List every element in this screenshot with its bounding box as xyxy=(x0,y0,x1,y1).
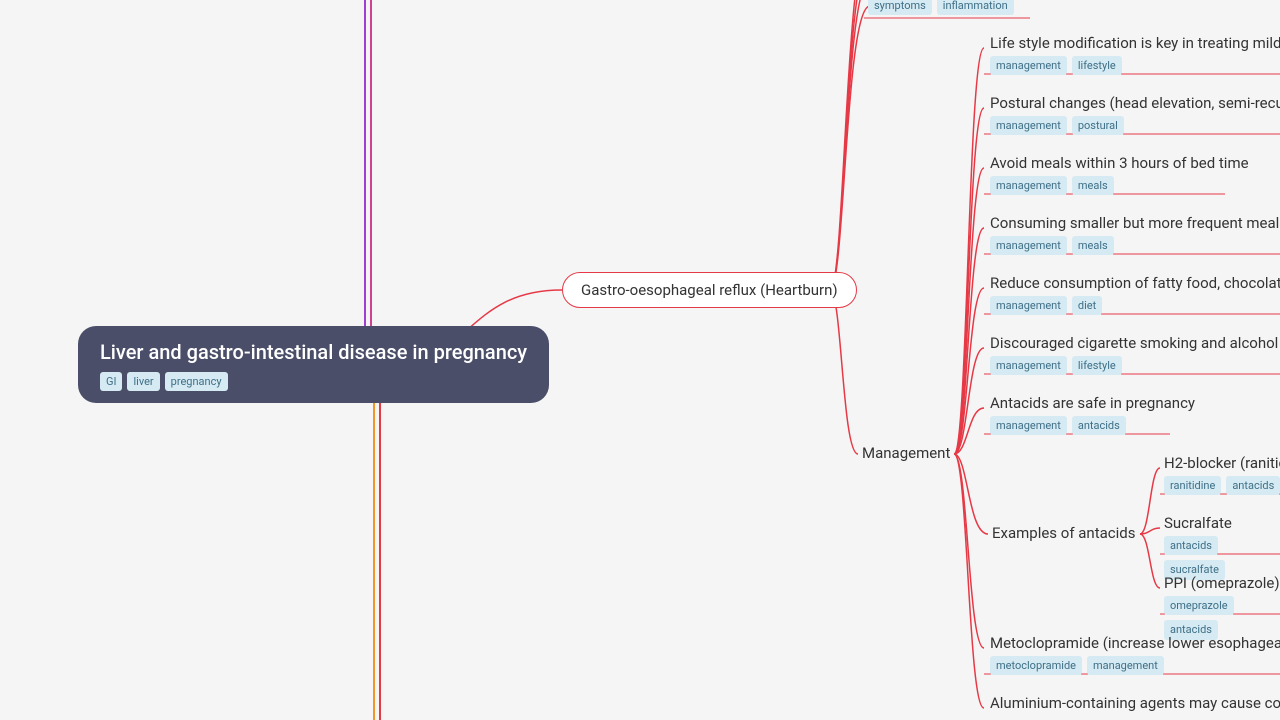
tag-management[interactable]: management xyxy=(990,416,1067,435)
leaf-lifestyle[interactable]: Life style modification is key in treati… xyxy=(990,34,1280,75)
leaf-text: Aluminium-containing agents may cause co… xyxy=(990,694,1280,712)
leaf-tags: management lifestyle xyxy=(990,56,1280,75)
tag-antacids[interactable]: antacids xyxy=(1226,476,1280,495)
tag-diet[interactable]: diet xyxy=(1072,296,1102,315)
tag-management[interactable]: management xyxy=(990,296,1067,315)
leaf-text: Antacids are safe in pregnancy xyxy=(990,394,1195,412)
leaf-text: Life style modification is key in treati… xyxy=(990,34,1280,52)
tag-pregnancy[interactable]: pregnancy xyxy=(165,372,228,391)
leaf-text: Sucralfate xyxy=(1164,514,1280,532)
tag-management[interactable]: management xyxy=(1087,656,1164,675)
tag-metoclopramide[interactable]: metoclopramide xyxy=(990,656,1082,675)
leaf-tags: management meals xyxy=(990,236,1280,255)
leaf-antacids-safe[interactable]: Antacids are safe in pregnancy management… xyxy=(990,394,1195,435)
leaf-ppi[interactable]: PPI (omeprazole)omeprazoleantacids xyxy=(1164,574,1280,640)
gerd-node[interactable]: Gastro-oesophageal reflux (Heartburn) xyxy=(562,272,857,308)
leaf-metoclopramide[interactable]: Metoclopramide (increase lower esophagea… xyxy=(990,634,1280,675)
tag-meals[interactable]: meals xyxy=(1072,176,1114,195)
leaf-tags: symptoms inflammation xyxy=(868,0,1014,15)
tag-postural[interactable]: postural xyxy=(1072,116,1124,135)
leaf-text: Consuming smaller but more frequent meal… xyxy=(990,214,1280,232)
tag-lifestyle[interactable]: lifestyle xyxy=(1072,356,1122,375)
leaf-avoid-meals[interactable]: Avoid meals within 3 hours of bed time ma… xyxy=(990,154,1249,195)
tag-management[interactable]: management xyxy=(990,176,1067,195)
root-node[interactable]: Liver and gastro-intestinal disease in p… xyxy=(78,326,549,403)
leaf-text: Discouraged cigarette smoking and alcoho… xyxy=(990,334,1280,352)
tag-omeprazole[interactable]: omeprazole xyxy=(1164,596,1234,615)
management-node[interactable]: Management xyxy=(862,444,950,462)
leaf-tags: metoclopramide management xyxy=(990,656,1280,675)
root-title: Liver and gastro-intestinal disease in p… xyxy=(100,340,527,364)
leaf-text: H2-blocker (ranitidi xyxy=(1164,454,1280,472)
tag-management[interactable]: management xyxy=(990,116,1067,135)
leaf-tags: ranitidine antacids xyxy=(1164,476,1280,495)
antacid-examples-node[interactable]: Examples of antacids xyxy=(992,524,1135,542)
tag-inflammation[interactable]: inflammation xyxy=(937,0,1014,15)
tag-management[interactable]: management xyxy=(990,236,1067,255)
leaf-smaller-meals[interactable]: Consuming smaller but more frequent meal… xyxy=(990,214,1280,255)
tag-meals[interactable]: meals xyxy=(1072,236,1114,255)
leaf-symptoms[interactable]: symptoms inflammation xyxy=(868,0,1014,15)
leaf-tags: management diet xyxy=(990,296,1280,315)
tag-lifestyle[interactable]: lifestyle xyxy=(1072,56,1122,75)
leaf-aluminium[interactable]: Aluminium-containing agents may cause co… xyxy=(990,694,1280,712)
leaf-smoking[interactable]: Discouraged cigarette smoking and alcoho… xyxy=(990,334,1280,375)
leaf-text: Reduce consumption of fatty food, chocol… xyxy=(990,274,1280,292)
leaf-tags: management lifestyle xyxy=(990,356,1280,375)
leaf-tags: management postural xyxy=(990,116,1280,135)
leaf-text: Postural changes (head elevation, semi-r… xyxy=(990,94,1280,112)
tag-antacids[interactable]: antacids xyxy=(1072,416,1126,435)
tag-management[interactable]: management xyxy=(990,356,1067,375)
tag-ranitidine[interactable]: ranitidine xyxy=(1164,476,1221,495)
tag-antacids[interactable]: antacids xyxy=(1164,536,1218,555)
leaf-postural[interactable]: Postural changes (head elevation, semi-r… xyxy=(990,94,1280,135)
tag-liver[interactable]: liver xyxy=(127,372,159,391)
leaf-text: Avoid meals within 3 hours of bed time xyxy=(990,154,1249,172)
tag-management[interactable]: management xyxy=(990,56,1067,75)
leaf-fatty[interactable]: Reduce consumption of fatty food, chocol… xyxy=(990,274,1280,315)
tag-GI[interactable]: GI xyxy=(100,372,122,391)
leaf-h2-blocker[interactable]: H2-blocker (ranitidi ranitidine antacids xyxy=(1164,454,1280,495)
leaf-text: Metoclopramide (increase lower esophagea… xyxy=(990,634,1280,652)
leaf-tags: management antacids xyxy=(990,416,1195,435)
leaf-text: PPI (omeprazole) xyxy=(1164,574,1280,592)
leaf-tags: management meals xyxy=(990,176,1249,195)
tag-symptoms[interactable]: symptoms xyxy=(868,0,932,15)
leaf-sucralfate[interactable]: Sucralfateantacidssucralfate xyxy=(1164,514,1280,580)
root-tags: GI liver pregnancy xyxy=(100,372,527,391)
